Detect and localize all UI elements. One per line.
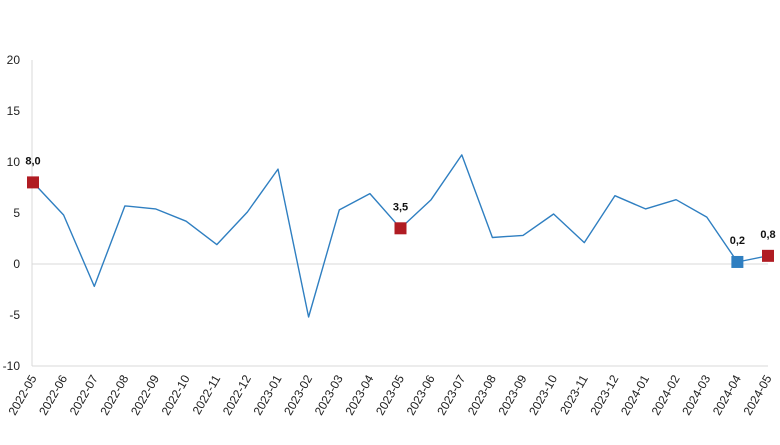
x-tick-label: 2023-02 xyxy=(281,372,315,417)
x-tick-label: 2023-07 xyxy=(434,372,468,417)
x-tick-label: 2024-05 xyxy=(740,372,774,417)
x-tick-labels: 2022-052022-062022-072022-082022-092022-… xyxy=(5,372,774,417)
x-tick-label: 2023-08 xyxy=(465,372,499,417)
x-tick-label: 2023-06 xyxy=(404,372,438,417)
series-group xyxy=(32,154,769,318)
x-tick-label: 2022-11 xyxy=(190,372,224,417)
highlight-marker xyxy=(27,176,39,189)
y-tick-labels: -10 -5 0 5 10 15 20 xyxy=(3,53,21,373)
x-tick-label: 2023-04 xyxy=(342,372,376,417)
data-label: 0,8 xyxy=(760,229,775,241)
x-tick-label: 2022-07 xyxy=(67,372,101,417)
x-tick-label: 2022-06 xyxy=(36,372,70,417)
y-tick-label: -5 xyxy=(9,308,20,322)
x-tick-label: 2024-04 xyxy=(710,372,744,417)
x-tick-label: 2023-05 xyxy=(373,372,407,417)
x-tick-label: 2024-02 xyxy=(649,372,683,417)
y-tick-label: -10 xyxy=(3,359,21,373)
x-tick-label: 2023-12 xyxy=(587,372,621,417)
x-tick-label: 2023-11 xyxy=(557,372,591,417)
y-tick-label: 20 xyxy=(7,53,21,67)
x-tick-label: 2022-08 xyxy=(97,372,131,417)
x-tick-label: 2022-10 xyxy=(159,372,193,417)
x-tick-label: 2024-03 xyxy=(679,372,713,417)
y-tick-label: 5 xyxy=(13,206,20,220)
y-tick-label: 0 xyxy=(13,257,20,271)
x-tick-label: 2024-01 xyxy=(618,372,652,417)
x-tick-label: 2023-09 xyxy=(495,372,529,417)
y-tick-label: 10 xyxy=(7,155,21,169)
highlight-marker xyxy=(762,249,774,262)
x-tick-label: 2023-10 xyxy=(526,372,560,417)
highlight-markers xyxy=(27,176,774,268)
y-tick-label: 15 xyxy=(7,104,21,118)
series-line xyxy=(32,154,769,318)
highlight-marker xyxy=(394,222,407,235)
data-label: 3,5 xyxy=(393,201,408,213)
x-tick-label: 2023-01 xyxy=(250,372,284,417)
x-tick-label: 2022-12 xyxy=(220,372,254,417)
data-label: 0,2 xyxy=(730,235,745,247)
data-labels: 8,0 3,5 0,2 0,8 xyxy=(25,155,775,247)
x-tick-label: 2023-03 xyxy=(312,372,346,417)
highlight-marker xyxy=(731,255,744,268)
data-label: 8,0 xyxy=(25,155,40,167)
x-tick-label: 2022-05 xyxy=(5,372,39,417)
x-tick-label: 2022-09 xyxy=(128,372,162,417)
